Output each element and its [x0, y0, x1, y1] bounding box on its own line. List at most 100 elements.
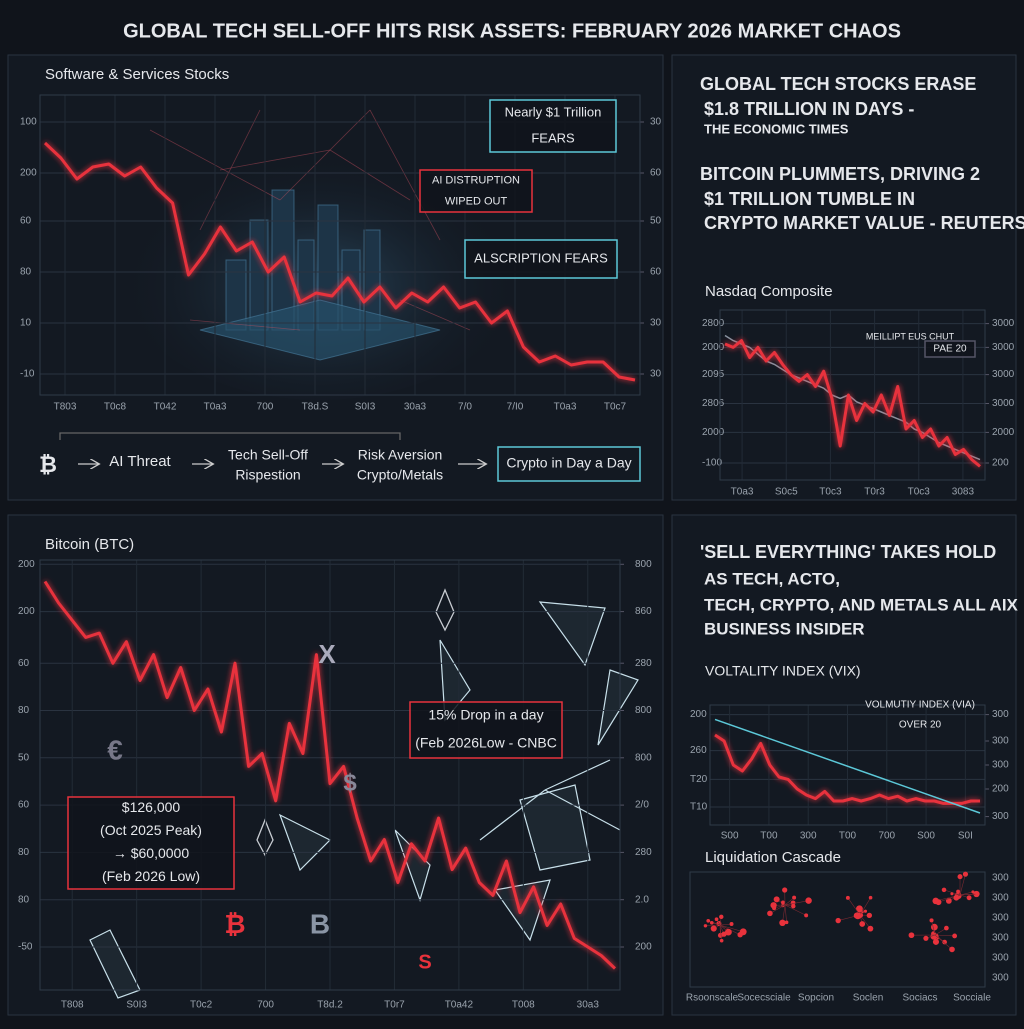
y-tick-label: 260	[690, 745, 707, 756]
y-tick-label: 2806	[702, 398, 725, 409]
y2-tick-label: 50	[650, 216, 662, 227]
y-tick-label: 200	[690, 709, 707, 720]
cascade-dot	[954, 895, 960, 901]
y2-tick-label: 2/0	[635, 800, 649, 811]
y2-tick-label: 200	[635, 942, 652, 953]
x-tick-label: T8d.S	[302, 402, 329, 413]
y2-tick-label: 300	[992, 760, 1009, 771]
x-tick-label: 700	[257, 1000, 274, 1011]
y-tick-label: 80	[18, 705, 30, 716]
x-tick-label: 700	[257, 402, 274, 413]
x-tick-label: 30a3	[404, 402, 427, 413]
cascade-dot	[923, 936, 928, 941]
y2-tick-label: 3000	[992, 342, 1015, 353]
callout-text: ALSCRIPTION FEARS	[474, 250, 608, 265]
cascade-dot	[930, 918, 934, 922]
y2-tick-label: 800	[635, 705, 652, 716]
cascade-dot	[867, 926, 873, 932]
y2-tick-label: 300	[992, 811, 1009, 822]
callout-text: (Feb 2026 Low)	[102, 868, 200, 884]
x-tick-label: T0c3	[819, 487, 842, 498]
cascade-dot	[909, 932, 915, 938]
x-tick-label: 30a3	[577, 1000, 600, 1011]
cascade-dot	[963, 872, 968, 877]
y-tick-label: 60	[20, 216, 32, 227]
y2-tick-label: 30	[650, 369, 662, 380]
x-tick-label: T0a3	[554, 402, 577, 413]
cascade-dot	[859, 921, 865, 927]
crypto-icon: B	[310, 908, 330, 939]
callout-text: WIPED OUT	[445, 195, 508, 207]
y2-tick-label: 280	[635, 658, 652, 669]
y-tick-label: 200	[18, 559, 35, 570]
cascade-dot	[781, 900, 785, 904]
y2-tick-label: 2000	[992, 427, 1015, 438]
y-tick-label: 100	[20, 117, 37, 128]
headline: THE ECONOMIC TIMES	[704, 121, 849, 136]
y-tick-label: 2000	[702, 342, 725, 353]
x-tick-label: T042	[154, 402, 177, 413]
y-tick-label: -100	[702, 458, 722, 469]
crypto-icon: ₿	[224, 909, 245, 939]
y-tick-label: 80	[20, 267, 32, 278]
y2-tick-label: 300	[992, 973, 1009, 984]
y2-tick-label: 200	[992, 784, 1009, 795]
cascade-dot	[931, 924, 938, 931]
x-tick-label: T00	[839, 831, 857, 842]
page-title: GLOBAL TECH SELL-OFF HITS RISK ASSETS: F…	[123, 20, 901, 42]
x-tick-label: S0I3	[355, 402, 376, 413]
headline: $1.8 TRILLION IN DAYS -	[704, 99, 914, 119]
y-tick-label: T10	[690, 802, 708, 813]
cascade-dot	[936, 899, 942, 905]
callout-text: $126,000	[122, 799, 181, 815]
y2-tick-label: 30	[650, 318, 662, 329]
crypto-icon: $	[343, 769, 357, 796]
cascade-dot	[864, 910, 867, 913]
x-tick-label: S0c5	[775, 487, 798, 498]
cascade-dot	[958, 874, 963, 879]
callout-text: FEARS	[531, 130, 575, 145]
x-tick-label: Sociacs	[902, 993, 937, 1004]
cascade-dot	[975, 892, 979, 896]
callout-text: (Feb 2026Low - CNBC	[415, 735, 557, 751]
crypto-icon: X	[318, 639, 336, 669]
callout-text: → $60,0000	[113, 845, 189, 861]
flow-step: ₿	[39, 452, 57, 477]
y2-tick-label: 300	[992, 913, 1009, 924]
x-tick-label: T8d.2	[317, 1000, 343, 1011]
x-tick-label: T008	[512, 1000, 535, 1011]
cascade-dot	[805, 897, 811, 903]
chart-title: VOLTALITY INDEX (VIX)	[705, 663, 861, 679]
x-tick-label: S00	[721, 831, 739, 842]
cascade-dot	[971, 890, 974, 893]
headline: $1 TRILLION TUMBLE IN	[704, 189, 915, 209]
flow-step: AI Threat	[109, 453, 171, 470]
y2-tick-label: 200	[992, 458, 1009, 469]
x-tick-label: T0a3	[204, 402, 227, 413]
cascade-dot	[704, 924, 707, 927]
flow-step: Crypto in Day a Day	[506, 455, 631, 471]
callout-text: 15% Drop in a day	[428, 707, 543, 723]
x-tick-label: Rsoonscale	[686, 993, 739, 1004]
cascade-dot	[721, 931, 726, 936]
cascade-dot	[944, 926, 949, 931]
flow-step: Risk Aversion	[358, 447, 443, 463]
x-tick-label: T0c3	[908, 487, 931, 498]
x-tick-label: T0a42	[445, 1000, 474, 1011]
y2-tick-label: 300	[992, 893, 1009, 904]
callout-text: (Oct 2025 Peak)	[100, 822, 202, 838]
y-tick-label: 80	[18, 847, 30, 858]
callout-text: PAE 20	[933, 344, 967, 355]
headline: CRYPTO MARKET VALUE - REUTERS	[704, 213, 1024, 233]
x-tick-label: Soclen	[853, 993, 884, 1004]
cascade-dot	[710, 921, 714, 925]
chart-title: Nasdaq Composite	[705, 283, 833, 300]
cascade-dot	[730, 922, 734, 926]
crypto-icon: €	[107, 734, 123, 765]
cascade-dot	[856, 913, 860, 917]
y2-tick-label: 800	[635, 559, 652, 570]
x-tick-label: Socciale	[953, 993, 991, 1004]
x-tick-label: Socecsciale	[737, 993, 791, 1004]
cascade-dot	[869, 896, 873, 900]
x-tick-label: T808	[61, 1000, 84, 1011]
